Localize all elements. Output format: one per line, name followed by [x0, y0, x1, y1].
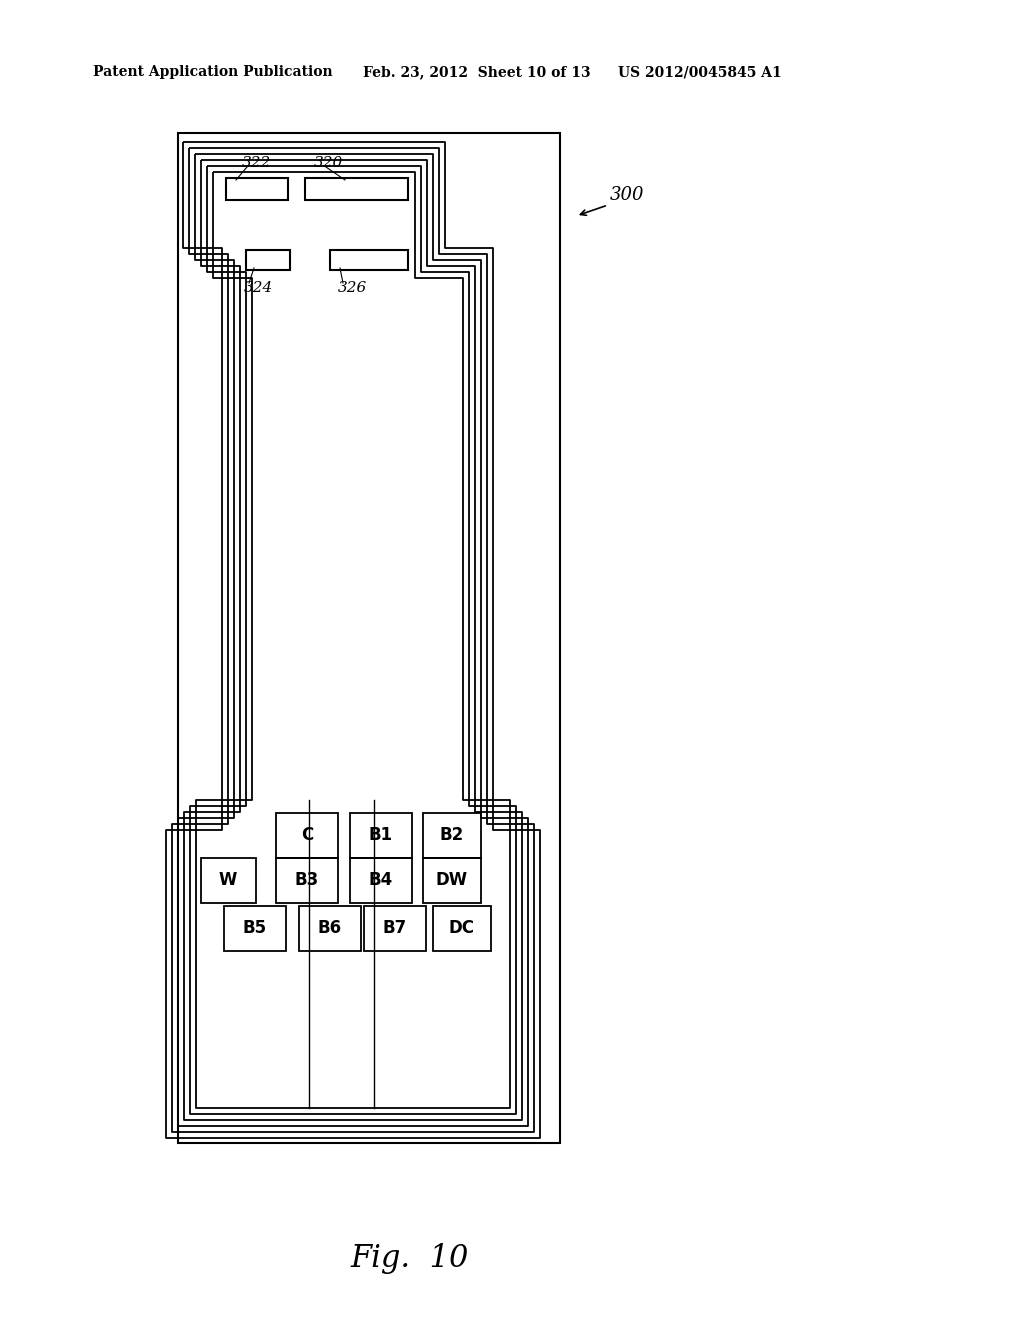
- Bar: [201, 858, 256, 903]
- Text: B1: B1: [369, 826, 393, 843]
- Bar: [433, 906, 490, 950]
- Bar: [276, 813, 338, 858]
- Text: 324: 324: [244, 281, 273, 294]
- Bar: [350, 813, 412, 858]
- Text: 322: 322: [242, 156, 271, 170]
- Text: 300: 300: [610, 186, 644, 205]
- Text: DW: DW: [436, 871, 468, 888]
- Text: W: W: [219, 871, 238, 888]
- Text: B3: B3: [295, 871, 319, 888]
- Text: C: C: [301, 826, 313, 843]
- Bar: [305, 178, 408, 201]
- Bar: [224, 906, 286, 950]
- Text: Feb. 23, 2012  Sheet 10 of 13: Feb. 23, 2012 Sheet 10 of 13: [362, 65, 591, 79]
- Bar: [330, 249, 408, 271]
- Bar: [364, 906, 426, 950]
- Bar: [299, 906, 361, 950]
- Bar: [423, 813, 481, 858]
- Text: US 2012/0045845 A1: US 2012/0045845 A1: [618, 65, 781, 79]
- Text: B5: B5: [243, 919, 267, 937]
- Text: Fig.  10: Fig. 10: [350, 1242, 468, 1274]
- Text: B4: B4: [369, 871, 393, 888]
- Text: B6: B6: [317, 919, 342, 937]
- Bar: [226, 178, 288, 201]
- Bar: [246, 249, 290, 271]
- Bar: [423, 858, 481, 903]
- Text: B7: B7: [383, 919, 408, 937]
- Bar: [276, 858, 338, 903]
- Bar: [350, 858, 412, 903]
- Text: Patent Application Publication: Patent Application Publication: [93, 65, 333, 79]
- Text: B2: B2: [440, 826, 464, 843]
- Text: DC: DC: [449, 919, 475, 937]
- Bar: [178, 133, 560, 1143]
- Text: 320: 320: [314, 156, 343, 170]
- Text: 326: 326: [338, 281, 368, 294]
